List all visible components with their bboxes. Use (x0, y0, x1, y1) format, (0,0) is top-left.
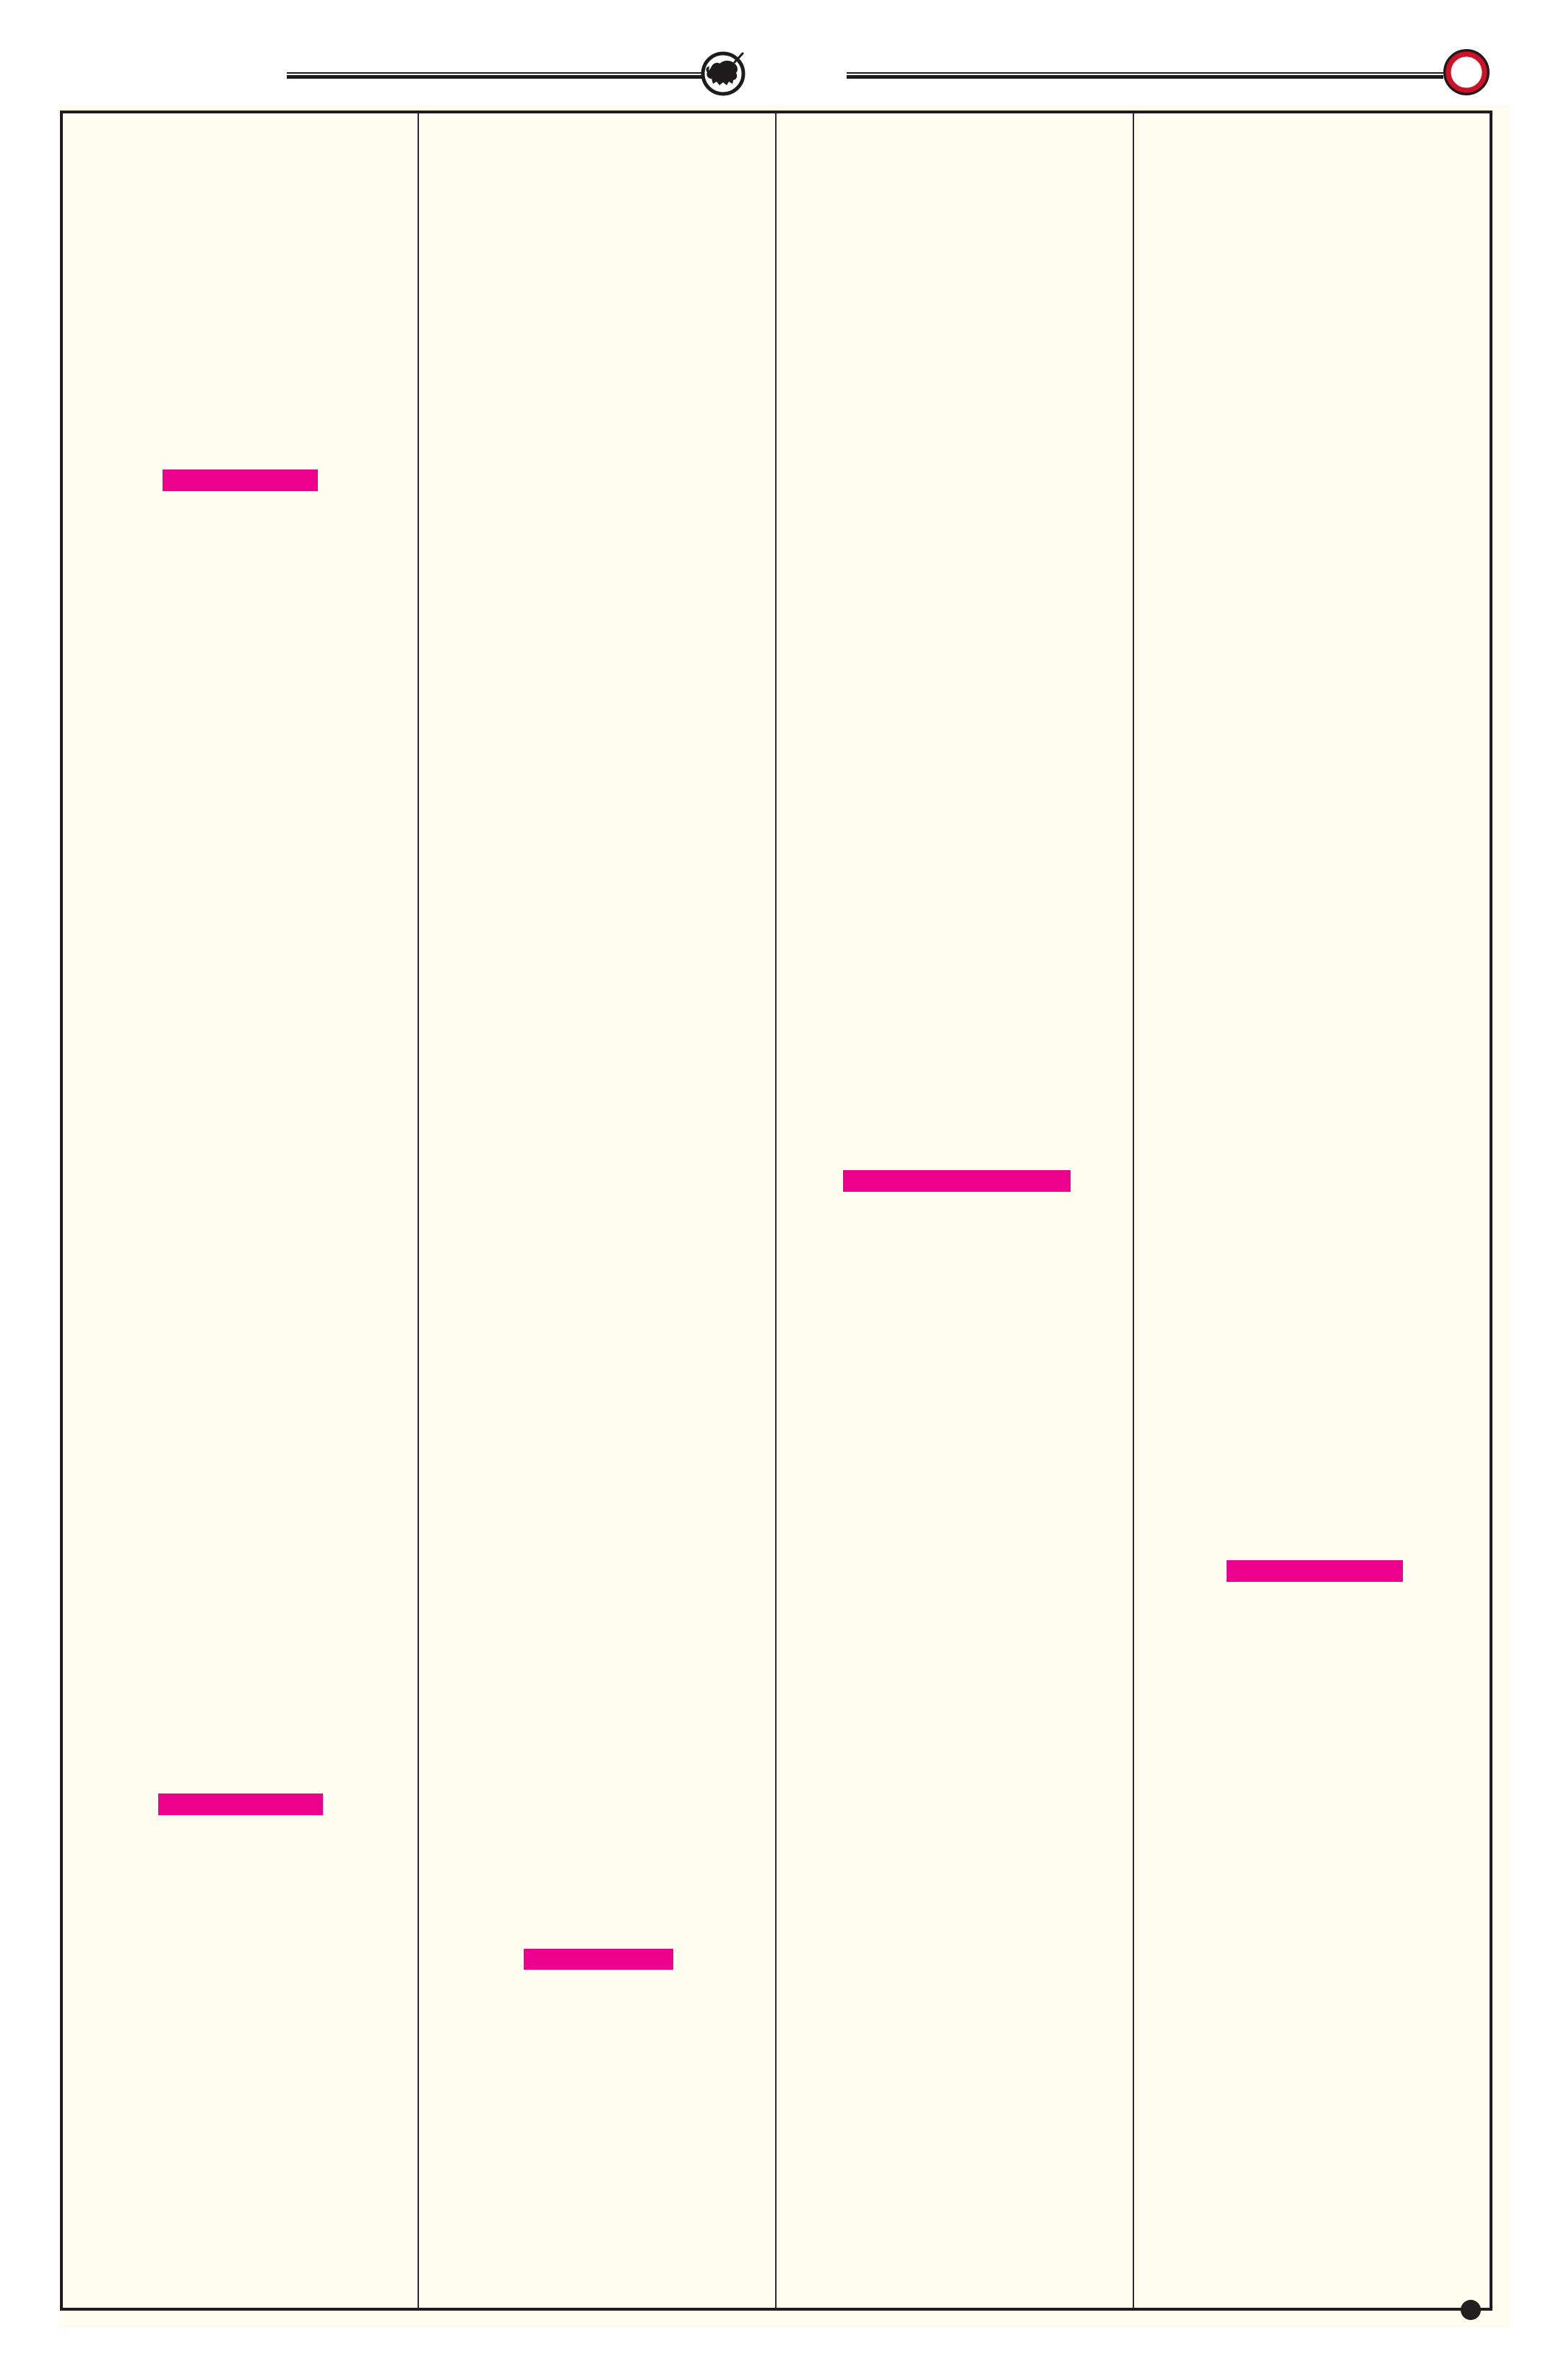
headline-highlight-bar (163, 469, 318, 491)
headline-highlight-bar (524, 1949, 673, 1970)
page-frame (60, 111, 1492, 2311)
headline-highlight-bar (158, 1793, 323, 1815)
corner-dot (1461, 2300, 1481, 2320)
masthead-rule-right (847, 72, 1443, 79)
red-ring-emblem-icon (1443, 49, 1490, 95)
bull-emblem-icon (701, 51, 745, 96)
column-divider (418, 113, 419, 2308)
headline-highlight-bar (843, 1170, 1071, 1192)
column-divider (1133, 113, 1134, 2308)
masthead-rule-left (287, 72, 703, 79)
headline-highlight-bar (1227, 1560, 1403, 1582)
column-divider (775, 113, 777, 2308)
